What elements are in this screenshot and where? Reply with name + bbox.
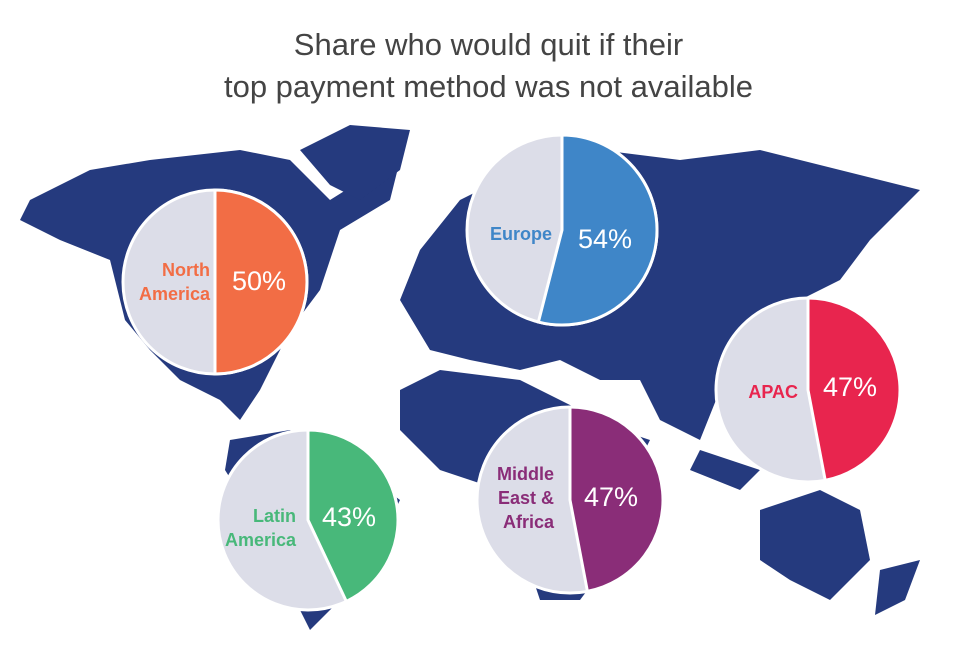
- pie-slice: [568, 405, 665, 594]
- category-label: North America: [138, 260, 210, 304]
- pie-slice: [536, 133, 659, 327]
- pie-slice: [213, 188, 309, 376]
- value-label: 47%: [823, 372, 878, 402]
- pie-slice: [306, 428, 400, 604]
- category-label: Europe: [489, 224, 552, 244]
- title-line: top payment method was not available: [223, 69, 754, 104]
- value-label: 54%: [578, 224, 633, 254]
- value-label: 47%: [584, 482, 639, 512]
- category-label: APAC: [748, 382, 798, 402]
- value-label: 50%: [232, 266, 287, 296]
- pie-slice: [806, 296, 902, 483]
- title-line: Share who would quit if their: [293, 27, 684, 62]
- title: Share who would quit if their top paymen…: [0, 24, 977, 108]
- category-label: Latin America: [224, 506, 296, 550]
- category-label: Middle East & Africa: [497, 464, 554, 532]
- value-label: 43%: [322, 502, 377, 532]
